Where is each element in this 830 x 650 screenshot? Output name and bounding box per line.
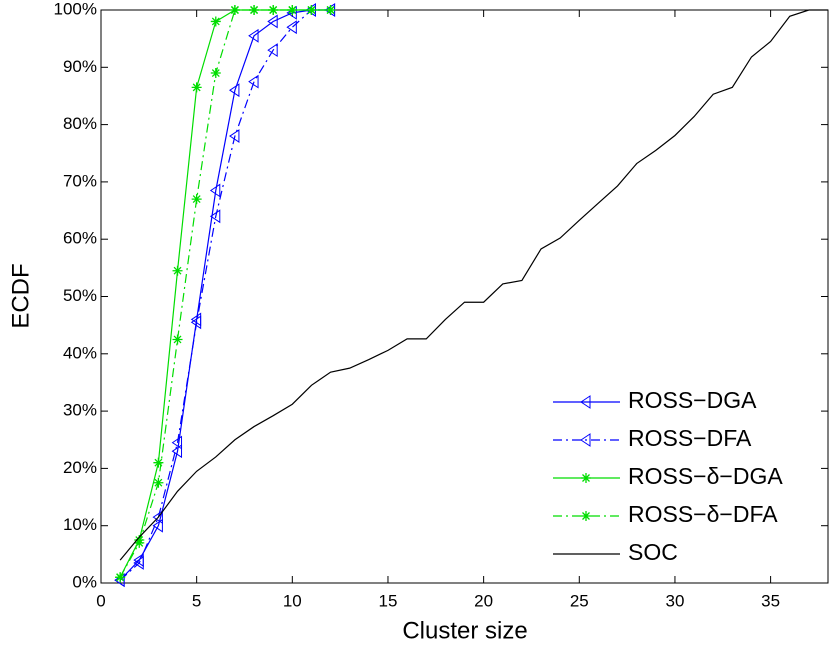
x-tick-label: 20 — [474, 591, 493, 610]
legend-label: ROSS−DFA — [628, 425, 752, 451]
marker — [171, 444, 183, 459]
legend-marker — [581, 511, 591, 521]
marker — [229, 129, 240, 143]
marker — [268, 5, 279, 15]
marker — [267, 14, 278, 29]
y-tick-label: 90% — [63, 57, 97, 76]
legend-label: ROSS−DGA — [628, 387, 757, 413]
marker — [286, 20, 297, 35]
y-tick-label: 20% — [63, 458, 97, 477]
y-tick-label: 10% — [63, 515, 97, 534]
legend-label: ROSS−δ−DGA — [628, 463, 783, 489]
x-tick-label: 15 — [379, 591, 398, 610]
marker — [153, 457, 164, 468]
y-tick-label: 70% — [63, 171, 97, 190]
y-tick-label: 0% — [72, 572, 97, 591]
marker — [115, 572, 126, 583]
legend-marker — [580, 433, 591, 447]
marker — [134, 537, 145, 548]
marker — [191, 82, 202, 93]
y-tick-label: 30% — [63, 401, 97, 420]
legend-marker — [581, 473, 591, 483]
series-line — [119, 9, 331, 581]
marker — [210, 68, 221, 79]
marker — [210, 16, 221, 27]
marker — [249, 5, 260, 15]
y-tick-label: 50% — [63, 286, 97, 305]
marker — [248, 74, 259, 89]
marker — [153, 477, 164, 488]
y-tick-label: 60% — [63, 229, 97, 248]
x-axis-label: Cluster size — [402, 617, 527, 644]
legend-label: ROSS−δ−DFA — [628, 501, 778, 527]
y-axis-label: ECDF — [7, 263, 34, 328]
marker — [152, 518, 163, 533]
y-tick-label: 80% — [63, 114, 97, 133]
marker — [229, 5, 240, 15]
marker — [152, 510, 163, 525]
marker — [248, 28, 259, 43]
marker — [325, 5, 336, 15]
x-tick-label: 10 — [283, 591, 302, 610]
x-tick-label: 25 — [570, 591, 589, 610]
y-tick-label: 100% — [54, 0, 97, 18]
marker — [209, 183, 221, 198]
x-tick-label: 5 — [192, 591, 201, 610]
x-tick-label: 0 — [96, 591, 105, 610]
marker — [133, 556, 144, 570]
marker — [306, 5, 317, 15]
marker — [171, 435, 183, 450]
marker — [172, 265, 183, 276]
marker — [191, 194, 202, 205]
marker — [172, 334, 183, 345]
marker — [287, 5, 298, 15]
legend-label: SOC — [628, 539, 678, 565]
plot-frame — [100, 9, 829, 584]
x-tick-label: 30 — [665, 591, 684, 610]
series-line — [119, 9, 331, 581]
series-line — [119, 9, 828, 561]
marker — [267, 43, 278, 58]
legend-marker — [580, 395, 591, 409]
y-tick-label: 40% — [63, 343, 97, 362]
series-line — [119, 9, 331, 578]
marker — [190, 315, 202, 330]
marker — [209, 209, 221, 224]
marker — [229, 83, 240, 98]
x-tick-label: 35 — [761, 591, 780, 610]
